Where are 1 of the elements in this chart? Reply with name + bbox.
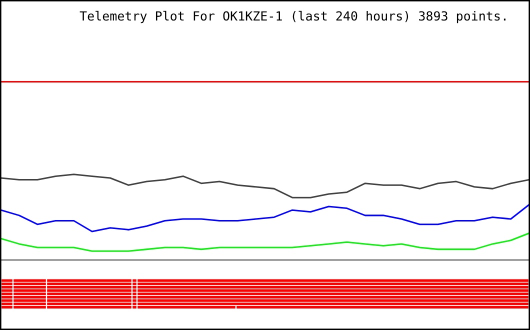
chart-title: Telemetry Plot For OK1KZE-1 (last 240 hours) 3893 points.	[80, 10, 506, 24]
